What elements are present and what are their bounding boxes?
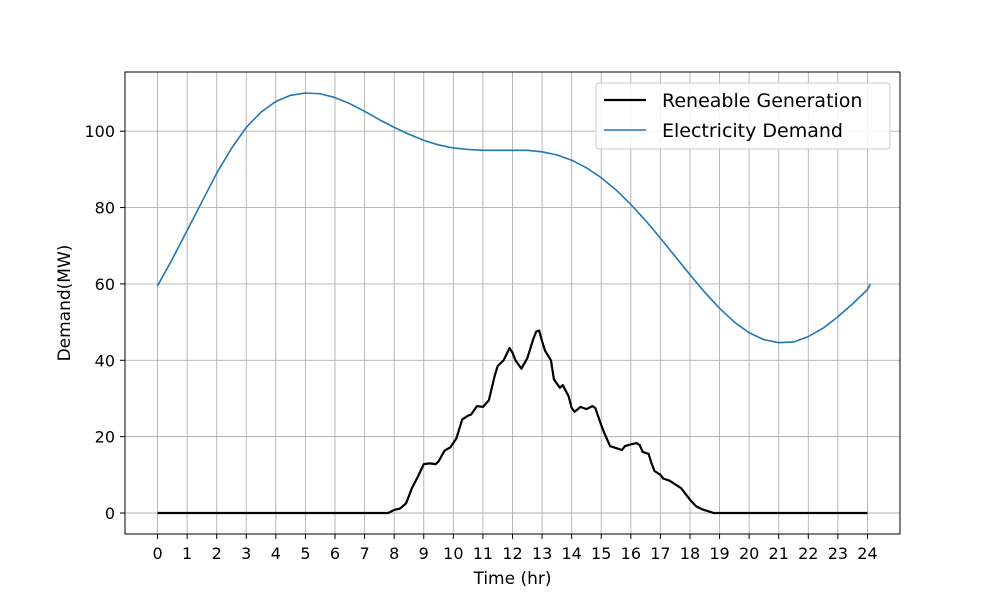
x-tick-label: 2 bbox=[212, 544, 222, 563]
x-axis: 0 1 2 3 4 5 6 7 8 9 10 11 12 13 14 15 16 17 18 19 20 21 22 23 24 bbox=[152, 534, 878, 563]
series-layer bbox=[156, 92, 872, 515]
legend-box bbox=[595, 82, 891, 150]
x-tick-label: 4 bbox=[271, 544, 281, 563]
series-line-renewable-generation bbox=[157, 329, 868, 515]
y-tick-label: 80 bbox=[95, 199, 115, 218]
y-axis-label: Demand(MW) bbox=[55, 245, 75, 362]
y-tick-label: 20 bbox=[95, 428, 115, 447]
x-tick-label: 19 bbox=[709, 544, 729, 563]
x-tick-label: 8 bbox=[389, 544, 399, 563]
y-tick-label: 40 bbox=[95, 351, 115, 370]
y-tick-label: 100 bbox=[84, 122, 115, 141]
grid-lines bbox=[125, 72, 900, 534]
x-tick-label: 10 bbox=[443, 544, 463, 563]
y-axis: 0 20 40 60 80 100 bbox=[84, 122, 125, 523]
x-tick-label: 17 bbox=[650, 544, 670, 563]
x-tick-label: 1 bbox=[182, 544, 192, 563]
x-tick-label: 6 bbox=[330, 544, 340, 563]
x-tick-label: 21 bbox=[769, 544, 789, 563]
x-tick-label: 23 bbox=[828, 544, 848, 563]
x-tick-label: 16 bbox=[621, 544, 641, 563]
x-tick-label: 3 bbox=[241, 544, 251, 563]
x-tick-label: 7 bbox=[360, 544, 370, 563]
y-tick-label: 0 bbox=[105, 504, 115, 523]
legend-label: Electricity Demand bbox=[662, 120, 843, 142]
x-tick-label: 0 bbox=[152, 544, 162, 563]
x-tick-label: 11 bbox=[473, 544, 493, 563]
x-tick-label: 9 bbox=[419, 544, 429, 563]
x-tick-label: 12 bbox=[502, 544, 522, 563]
y-tick-label: 60 bbox=[95, 275, 115, 294]
x-tick-label: 24 bbox=[857, 544, 877, 563]
x-tick-label: 13 bbox=[532, 544, 552, 563]
x-tick-label: 14 bbox=[561, 544, 581, 563]
x-axis-label: Time (hr) bbox=[472, 569, 551, 589]
x-tick-label: 20 bbox=[739, 544, 759, 563]
series-line-electricity-demand bbox=[156, 92, 872, 344]
x-tick-label: 18 bbox=[680, 544, 700, 563]
legend: Reneable Generation Electricity Demand bbox=[595, 82, 891, 150]
x-tick-label: 22 bbox=[798, 544, 818, 563]
x-tick-label: 15 bbox=[591, 544, 611, 563]
x-tick-label: 5 bbox=[300, 544, 310, 563]
legend-label: Reneable Generation bbox=[662, 90, 862, 112]
